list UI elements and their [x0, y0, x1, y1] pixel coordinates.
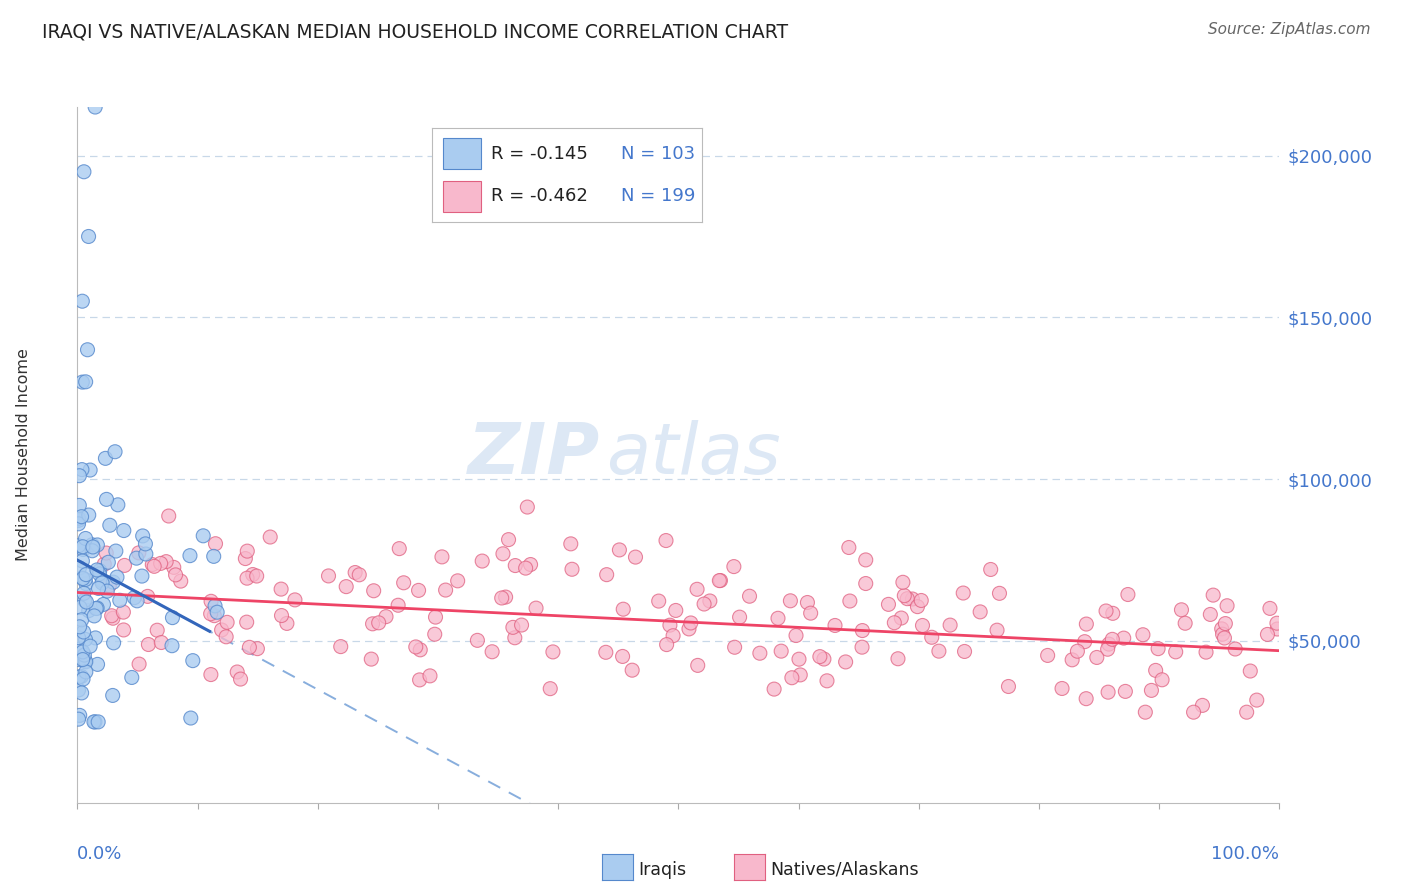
Text: ZIP: ZIP: [468, 420, 600, 490]
FancyBboxPatch shape: [443, 181, 481, 212]
Text: Median Household Income: Median Household Income: [15, 349, 31, 561]
Text: atlas: atlas: [606, 420, 780, 490]
Text: Iraqis: Iraqis: [638, 861, 686, 879]
Text: R = -0.145: R = -0.145: [492, 145, 588, 162]
Text: 0.0%: 0.0%: [77, 845, 122, 863]
FancyBboxPatch shape: [443, 138, 481, 169]
Text: N = 103: N = 103: [621, 145, 696, 162]
Text: N = 199: N = 199: [621, 187, 696, 205]
Text: Natives/Alaskans: Natives/Alaskans: [770, 861, 920, 879]
Text: IRAQI VS NATIVE/ALASKAN MEDIAN HOUSEHOLD INCOME CORRELATION CHART: IRAQI VS NATIVE/ALASKAN MEDIAN HOUSEHOLD…: [42, 22, 789, 41]
Text: 100.0%: 100.0%: [1212, 845, 1279, 863]
Text: Source: ZipAtlas.com: Source: ZipAtlas.com: [1208, 22, 1371, 37]
Text: R = -0.462: R = -0.462: [492, 187, 588, 205]
